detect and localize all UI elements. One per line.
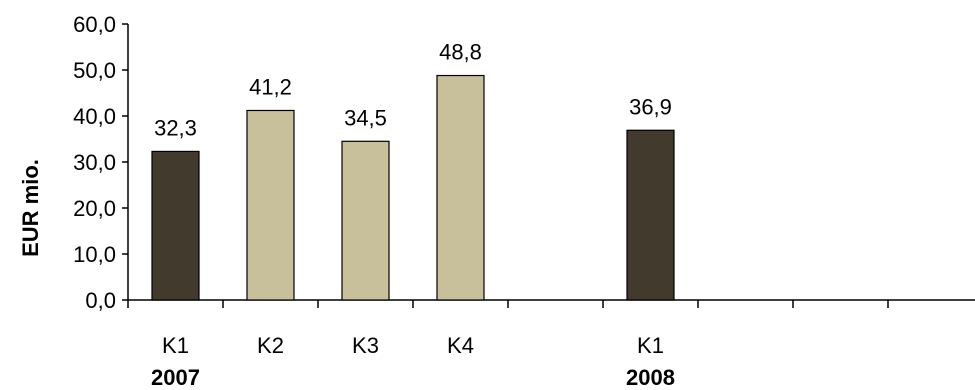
x-tick-label: K3 bbox=[352, 333, 379, 358]
x-tick-label: K4 bbox=[447, 333, 474, 358]
y-tick-label: 60,0 bbox=[73, 12, 116, 37]
y-tick-label: 10,0 bbox=[73, 242, 116, 267]
bar bbox=[626, 129, 675, 301]
year-group-label: 2008 bbox=[626, 365, 675, 390]
bar-value-label: 36,9 bbox=[629, 94, 672, 119]
bar bbox=[151, 150, 200, 301]
bar-value-label: 48,8 bbox=[439, 40, 482, 65]
y-axis-title: EUR mio. bbox=[18, 159, 43, 257]
bar bbox=[341, 140, 390, 301]
year-group-label: 2007 bbox=[151, 365, 200, 390]
y-tick-label: 0,0 bbox=[85, 288, 116, 313]
bars bbox=[151, 74, 675, 301]
bar bbox=[246, 109, 295, 301]
x-axis: K1 K2 K3 K4 K1 2007 2008 bbox=[127, 299, 975, 390]
y-tick-label: 40,0 bbox=[73, 104, 116, 129]
bar bbox=[436, 74, 485, 301]
y-axis: 0,0 10,0 20,0 30,0 40,0 50,0 60,0 bbox=[73, 12, 129, 313]
x-tick-label: K1 bbox=[637, 333, 664, 358]
bar-value-label: 34,5 bbox=[344, 105, 387, 130]
y-tick-label: 50,0 bbox=[73, 58, 116, 83]
data-labels: 32,3 41,2 34,5 48,8 36,9 bbox=[154, 40, 672, 141]
bar-value-label: 32,3 bbox=[154, 115, 197, 140]
x-tick-label: K1 bbox=[162, 333, 189, 358]
y-tick-label: 20,0 bbox=[73, 196, 116, 221]
y-tick-label: 30,0 bbox=[73, 150, 116, 175]
bar-value-label: 41,2 bbox=[249, 74, 292, 99]
x-tick-label: K2 bbox=[257, 333, 284, 358]
